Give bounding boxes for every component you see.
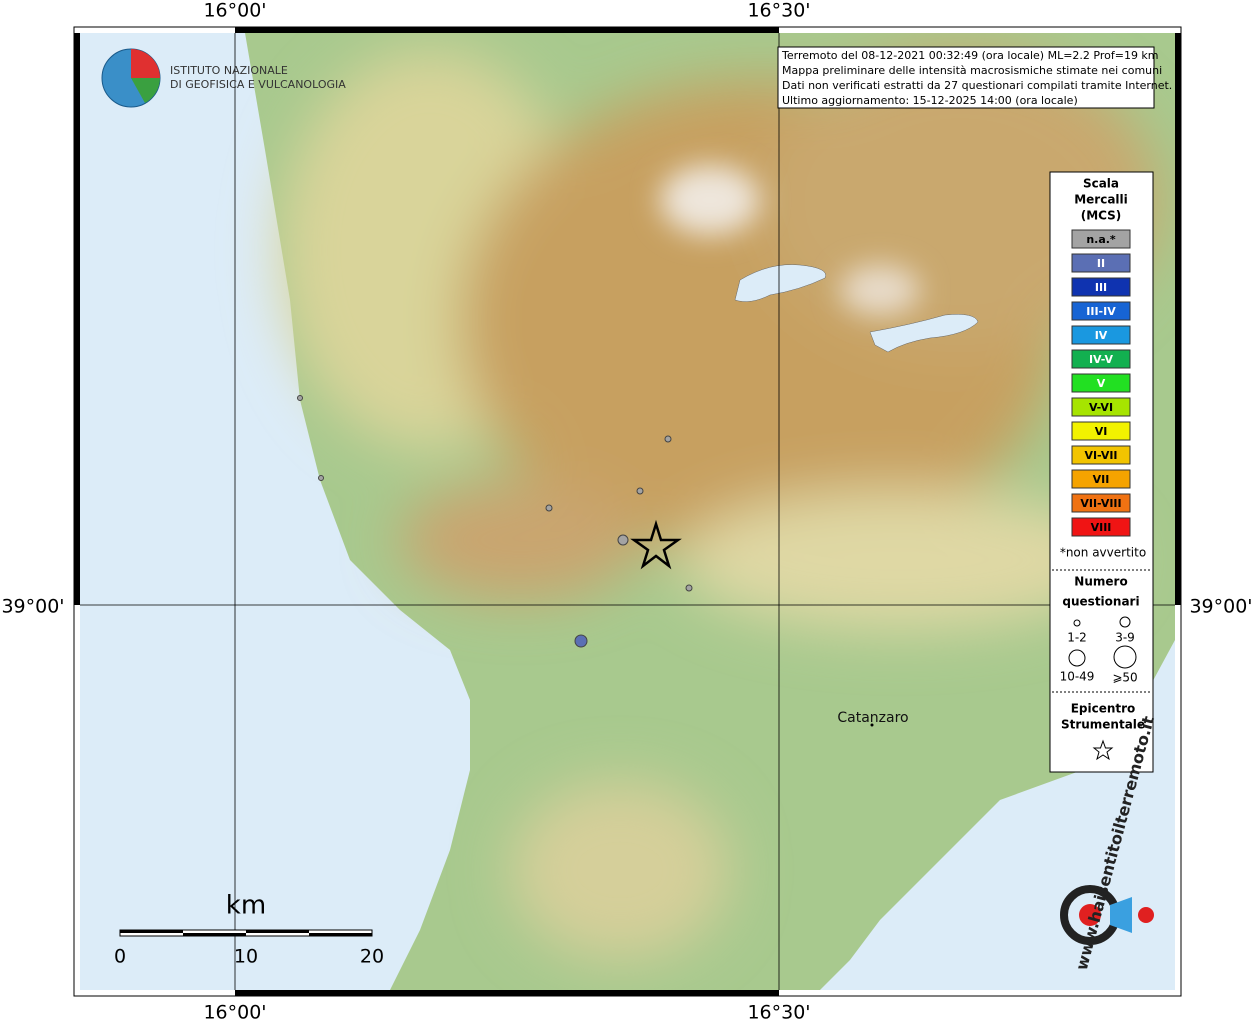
logo-segment [131,49,160,78]
point [617,534,629,546]
scale-swatch [1071,229,1131,249]
scale-label: III [1095,281,1107,294]
scale-swatch [1071,325,1131,345]
ingv-logo: ISTITUTO NAZIONALE DI GEOFISICA E VULCAN… [101,48,346,108]
legend-title: Scala [1083,177,1119,191]
lake [869,314,979,353]
institute-name: ISTITUTO NAZIONALE [170,64,288,77]
legend-note: *non avvertito [1060,546,1146,560]
scale-label: III-IV [1086,305,1116,318]
scale-segment [120,930,183,933]
count-symbol [1113,645,1137,669]
scale-label: 20 [360,946,384,968]
city-label: Catanzaro [837,710,908,726]
legend-title: Mercalli [1074,193,1128,207]
scale-label: n.a.* [1086,233,1116,246]
scale-swatch [1071,517,1131,537]
scale-label: V [1097,377,1106,390]
scale-swatch [1071,277,1131,297]
info-line: Dati non verificati estratti da 27 quest… [782,79,1172,92]
map-area: Catanzaro [80,33,1175,990]
scale-label: II [1097,257,1105,270]
grid-label: 39°00' [1,596,64,618]
scale-swatch [1071,301,1131,321]
info-text: Terremoto del 08-12-2021 00:32:49 (ora l… [781,49,1172,107]
point [685,584,693,592]
intensity-points [297,395,693,648]
point [636,487,644,495]
point [664,435,672,443]
scale-swatch [1071,397,1131,417]
scale-unit: km [226,891,266,921]
point [545,504,553,512]
scale-segment [183,933,246,936]
info-line: Mappa preliminare delle intensità macros… [782,64,1162,77]
grid-label: 16°00' [203,1002,266,1024]
count-label: 3-9 [1115,631,1135,645]
scale-label: IV [1095,329,1108,342]
grid-label: 39°00' [1189,596,1252,618]
scale-label: IV-V [1089,353,1114,366]
count-title: Numero [1074,575,1127,589]
logo-center [1079,904,1101,926]
frame-bar [1175,33,1181,605]
epicenter [630,519,682,570]
scale-label: VII [1093,473,1110,486]
scale-label: V-VI [1089,401,1113,414]
epicenter-title: Strumentale [1061,718,1145,732]
scale-bar: km 0 10 20 [114,891,384,968]
logo-question [1138,907,1154,923]
city-marker [870,723,874,727]
scale-label: VII-VIII [1080,497,1121,510]
scale-swatch [1071,421,1131,441]
info-line: Terremoto del 08-12-2021 00:32:49 (ora l… [781,49,1159,62]
scale-label: 10 [234,946,258,968]
scale-segment [309,933,372,936]
scale-label: VI-VII [1084,449,1117,462]
frame-bar [235,27,779,33]
logo-segment [131,78,160,103]
point [574,634,588,648]
info-box [777,46,1155,109]
scale-label: 0 [114,946,126,968]
lake [734,264,826,302]
frame-bar [235,990,779,996]
count-symbol [1068,649,1086,667]
scale-swatch [1071,445,1131,465]
scale-label: VIII [1091,521,1112,534]
scale-swatch [1071,493,1131,513]
point [318,475,324,481]
grid-label: 16°30' [747,1002,810,1024]
scale-swatch [1071,373,1131,393]
institute-name: DI GEOFISICA E VULCANOLOGIA [170,78,346,91]
count-label: 10-49 [1060,670,1095,684]
count-title: questionari [1062,595,1139,609]
info-line: Ultimo aggiornamento: 15-12-2025 14:00 (… [782,94,1078,107]
grid-label: 16°30' [747,0,810,22]
legend-title: (MCS) [1081,209,1122,223]
point [297,395,303,401]
count-symbol [1119,616,1131,628]
legend: Scala Mercalli (MCS) *non avvertito Nume… [1049,171,1154,773]
count-symbol [1073,619,1081,627]
frame-bar [74,33,80,605]
peaks [660,165,920,315]
count-label: ⩾50 [1112,671,1137,685]
scale-swatch [1071,253,1131,273]
grid-label: 16°00' [203,0,266,22]
logo-speaker [1110,897,1132,933]
scale-swatch [1071,469,1131,489]
epicenter-symbol [1092,739,1114,761]
count-label: 1-2 [1067,631,1087,645]
scale-segment [246,930,309,933]
scale-swatch [1071,349,1131,369]
epicenter-title: Epicentro [1071,702,1136,716]
scale-label: VI [1095,425,1108,438]
